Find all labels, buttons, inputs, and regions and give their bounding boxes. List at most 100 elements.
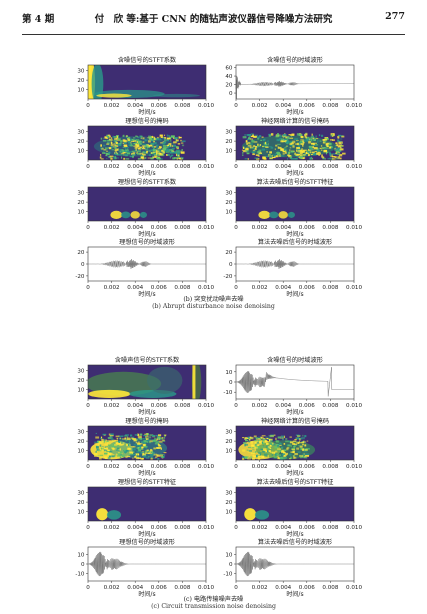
x-tick-label: 0.004 bbox=[127, 103, 143, 109]
y-tick-label: 20 bbox=[77, 139, 85, 145]
x-tick-label: 0.008 bbox=[322, 403, 338, 409]
x-tick-label: 0.010 bbox=[198, 285, 214, 291]
y-tick-label: 30 bbox=[225, 491, 233, 497]
x-axis-label: 时间/s bbox=[138, 230, 155, 238]
x-tick-label: 0.010 bbox=[346, 103, 362, 109]
x-tick-label: 0.004 bbox=[275, 585, 291, 591]
x-tick-label: 0.004 bbox=[275, 403, 291, 409]
x-tick-label: 0.006 bbox=[299, 403, 315, 409]
axes-frame bbox=[235, 125, 355, 161]
x-axis-label: 时间/s bbox=[138, 290, 155, 298]
x-tick-label: 0.010 bbox=[346, 464, 362, 470]
axes-frame bbox=[87, 486, 207, 522]
x-tick-label: 0.004 bbox=[275, 164, 291, 170]
x-tick-label: 0 bbox=[234, 464, 238, 470]
x-tick-label: 0.004 bbox=[127, 403, 143, 409]
x-tick-label: 0.006 bbox=[151, 525, 167, 531]
panel-title: 理想信号的掩码 bbox=[125, 417, 168, 425]
spectrogram-image bbox=[90, 432, 168, 460]
x-tick-label: 0.006 bbox=[299, 285, 315, 291]
x-tick-label: 0.002 bbox=[104, 103, 120, 109]
y-tick-label: 30 bbox=[77, 491, 85, 497]
x-tick-label: 0.006 bbox=[299, 585, 315, 591]
x-tick-label: 0.010 bbox=[346, 285, 362, 291]
spectrogram-background bbox=[88, 187, 206, 221]
caption-b-en: (b) Abrupt disturbance noise denoising bbox=[152, 303, 275, 310]
x-tick-label: 0.002 bbox=[252, 285, 268, 291]
spectrogram-image bbox=[93, 134, 186, 160]
x-tick-label: 0 bbox=[86, 525, 90, 531]
panel-title: 含噪声信号的STFT系数 bbox=[115, 356, 180, 364]
x-tick-label: 0.004 bbox=[275, 225, 291, 231]
x-axis-label: 时间/s bbox=[138, 590, 155, 598]
x-tick-label: 0.002 bbox=[104, 164, 120, 170]
panel-title: 理想信号的掩码 bbox=[125, 117, 168, 125]
y-tick-label: 20 bbox=[77, 200, 85, 206]
x-tick-label: 0.010 bbox=[198, 403, 214, 409]
spectrogram-image bbox=[241, 132, 346, 160]
figure-canvas: 10 20 30 含噪信号的STFT系数 0 0.002 0.004 0.006 0.008 0.… bbox=[75, 56, 362, 598]
spectrogram-image bbox=[88, 365, 202, 399]
x-tick-label: 0.004 bbox=[275, 285, 291, 291]
x-tick-label: 0.004 bbox=[275, 525, 291, 531]
spectrogram-image bbox=[244, 508, 270, 521]
axes-frame bbox=[235, 486, 355, 522]
x-tick-label: 0 bbox=[234, 525, 238, 531]
x-axis-label: 时间/s bbox=[286, 408, 303, 416]
panel-stft-denoised: 10 20 30 算法去噪后信号的STFT特征 0 0.002 0.004 0.006 0.00… bbox=[225, 478, 362, 538]
y-tick-label: 10 bbox=[225, 553, 233, 559]
y-tick-label: 10 bbox=[225, 370, 233, 376]
y-tick-label: 10 bbox=[77, 210, 85, 216]
x-tick-label: 0.008 bbox=[322, 525, 338, 531]
x-tick-label: 0.006 bbox=[299, 525, 315, 531]
x-tick-label: 0.004 bbox=[275, 103, 291, 109]
x-tick-label: 0.008 bbox=[322, 585, 338, 591]
spectrogram-image bbox=[88, 65, 201, 99]
y-tick-label: -10 bbox=[223, 390, 233, 396]
x-tick-label: 0.006 bbox=[299, 225, 315, 231]
panel-wave-noisy: 0 10 -10 含噪信号的时域波形 0 0.002 0.004 0.006 0.008 0.01… bbox=[223, 356, 362, 416]
x-tick-label: 0.010 bbox=[198, 585, 214, 591]
panel-title: 理想信号的时域波形 bbox=[119, 538, 175, 546]
panel-wave-ideal: 0 20 -20 理想信号的时域波形 0 0.002 0.004 0.006 0.008 0.01… bbox=[75, 238, 214, 298]
panel-title: 理想信号的STFT特征 bbox=[118, 478, 176, 486]
x-tick-label: 0 bbox=[234, 164, 238, 170]
x-tick-label: 0.002 bbox=[104, 285, 120, 291]
x-tick-label: 0.006 bbox=[299, 464, 315, 470]
running-header: 第 4 期 付 欣 等:基于 CNN 的随钻声波仪器信号降噪方法研究 277 bbox=[22, 0, 405, 35]
panel-mask-ideal: 10 20 30 理想信号的掩码 0 0.002 0.004 0.006 0.008 0.010 时… bbox=[77, 117, 214, 177]
y-tick-label: 20 bbox=[225, 250, 233, 256]
spectrogram-image bbox=[258, 210, 295, 219]
waveform-trace bbox=[235, 551, 354, 577]
x-axis-label: 时间/s bbox=[138, 169, 155, 177]
y-tick-label: 10 bbox=[225, 449, 233, 455]
panel-title: 含噪信号的STFT系数 bbox=[118, 56, 177, 64]
x-tick-label: 0.002 bbox=[104, 225, 120, 231]
x-tick-label: 0.008 bbox=[322, 103, 338, 109]
waveform-trace bbox=[235, 75, 354, 99]
x-axis-label: 时间/s bbox=[138, 408, 155, 416]
panel-title: 理想信号的时域波形 bbox=[119, 238, 175, 246]
panel-wave-noisy: 0 20 40 60 含噪信号的时域波形 0 0.002 0.004 0.006 0.008 0.0… bbox=[225, 56, 362, 116]
x-tick-label: 0.010 bbox=[198, 464, 214, 470]
x-tick-label: 0 bbox=[234, 285, 238, 291]
x-tick-label: 0.010 bbox=[346, 525, 362, 531]
y-tick-label: -10 bbox=[75, 571, 85, 577]
x-tick-label: 0.004 bbox=[127, 585, 143, 591]
y-tick-label: 60 bbox=[225, 66, 233, 72]
x-axis-label: 时间/s bbox=[138, 530, 155, 538]
panel-stft-ideal: 10 20 30 理想信号的STFT系数 0 0.002 0.004 0.006 0.008 0.… bbox=[77, 178, 214, 238]
x-tick-label: 0.010 bbox=[198, 225, 214, 231]
issue-number: 第 4 期 bbox=[22, 14, 55, 25]
x-tick-label: 0.008 bbox=[174, 585, 190, 591]
axes-frame bbox=[235, 186, 355, 222]
y-tick-label: 30 bbox=[77, 369, 85, 375]
x-tick-label: 0.006 bbox=[151, 403, 167, 409]
y-tick-label: 20 bbox=[77, 439, 85, 445]
x-tick-label: 0.004 bbox=[127, 164, 143, 170]
x-tick-label: 0.006 bbox=[151, 585, 167, 591]
x-tick-label: 0.002 bbox=[252, 103, 268, 109]
x-tick-label: 0.008 bbox=[174, 103, 190, 109]
waveform-trace bbox=[236, 259, 354, 269]
x-tick-label: 0.010 bbox=[198, 164, 214, 170]
